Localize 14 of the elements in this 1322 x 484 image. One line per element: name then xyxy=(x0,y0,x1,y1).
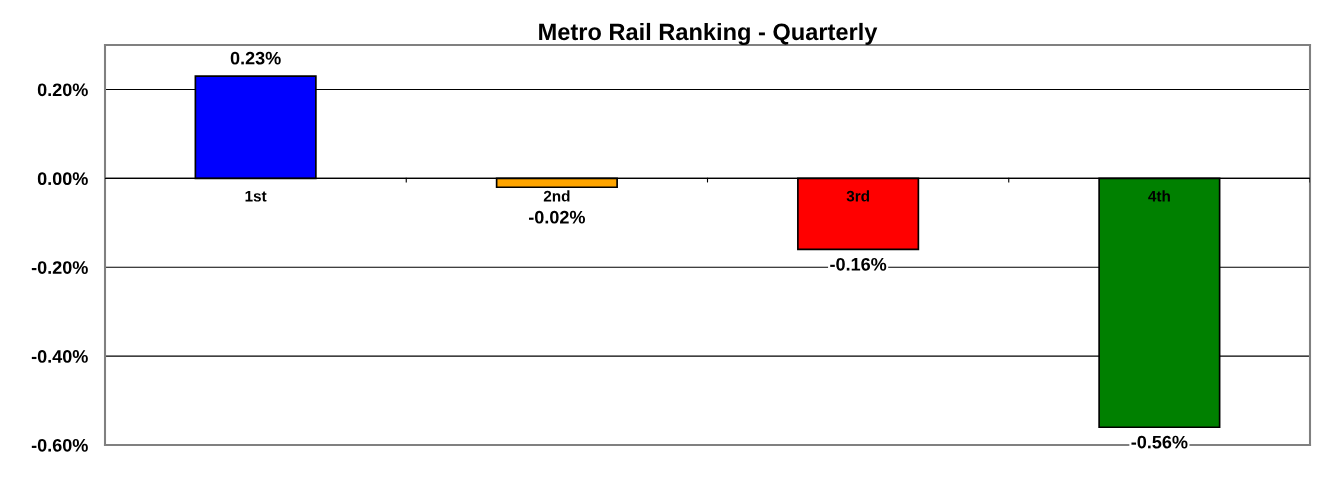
data-label: -0.16% xyxy=(830,257,887,271)
data-label: 0.23% xyxy=(230,51,281,65)
x-tick-label: 2nd xyxy=(543,190,570,202)
y-tick-label: -0.20% xyxy=(31,261,88,274)
x-tick-label: 1st xyxy=(245,190,267,202)
y-tick-label: -0.60% xyxy=(31,438,88,452)
y-tick-label: 0.20% xyxy=(37,83,88,97)
x-tick-label: 4th xyxy=(1148,190,1170,202)
y-tick-label: 0.00% xyxy=(37,172,88,186)
data-label: -0.56% xyxy=(1131,435,1188,449)
data-label: -0.02% xyxy=(528,210,585,224)
y-tick-label: -0.40% xyxy=(31,350,88,363)
chart-title: Metro Rail Ranking - Quarterly xyxy=(539,22,878,45)
x-tick-label: 3rd xyxy=(846,190,870,202)
